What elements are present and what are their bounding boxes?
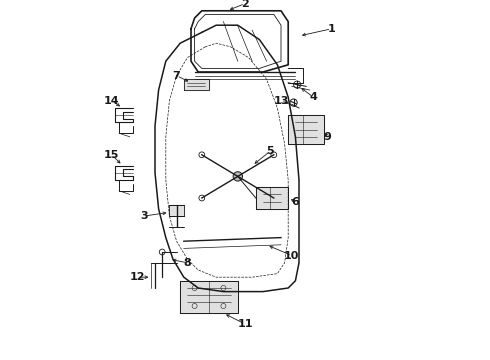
Text: 9: 9 xyxy=(324,132,332,142)
Text: 12: 12 xyxy=(129,272,145,282)
Circle shape xyxy=(271,195,277,201)
Circle shape xyxy=(159,249,165,255)
Text: 2: 2 xyxy=(241,0,249,9)
Text: 3: 3 xyxy=(141,211,148,221)
Text: 8: 8 xyxy=(184,258,191,268)
Text: 15: 15 xyxy=(104,150,120,160)
Text: 1: 1 xyxy=(327,24,335,34)
Text: 10: 10 xyxy=(284,251,299,261)
Polygon shape xyxy=(288,115,324,144)
Text: 7: 7 xyxy=(172,71,180,81)
Polygon shape xyxy=(170,205,184,216)
Circle shape xyxy=(271,152,277,158)
Text: 5: 5 xyxy=(267,146,274,156)
Polygon shape xyxy=(184,79,209,90)
Polygon shape xyxy=(256,187,288,209)
Text: 13: 13 xyxy=(273,96,289,106)
Polygon shape xyxy=(180,281,238,313)
Text: 4: 4 xyxy=(310,92,318,102)
Text: 14: 14 xyxy=(104,96,120,106)
Text: 6: 6 xyxy=(292,197,299,207)
Circle shape xyxy=(233,172,243,181)
Circle shape xyxy=(199,152,205,158)
Circle shape xyxy=(199,195,205,201)
Text: 11: 11 xyxy=(237,319,253,329)
